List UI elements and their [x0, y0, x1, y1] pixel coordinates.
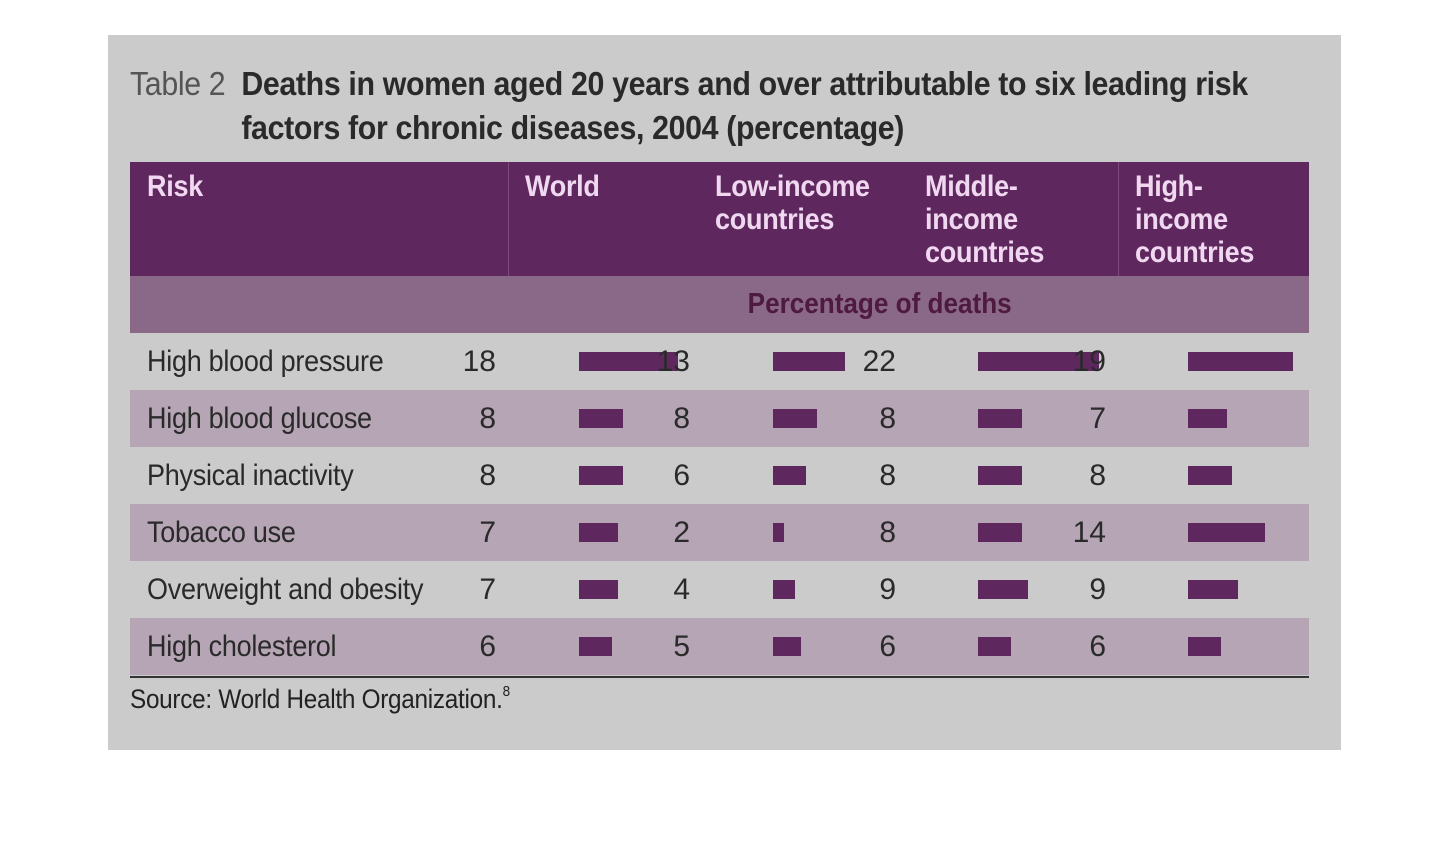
- risk-label: Tobacco use: [147, 516, 296, 549]
- bar-middle-income: [978, 352, 1099, 371]
- column-divider: [1118, 162, 1119, 276]
- bar-high-income: [1188, 637, 1221, 656]
- value-label-middle-income: 22: [862, 345, 896, 378]
- bar-world: [579, 352, 678, 371]
- bar-middle-income: [978, 580, 1028, 599]
- bar-world: [579, 409, 623, 428]
- risk-label: High blood glucose: [147, 402, 372, 435]
- bar-low-income: [773, 580, 795, 599]
- bar-high-income: [1188, 580, 1238, 599]
- source-text: Source: World Health Organization.: [130, 684, 503, 714]
- bar-high-income: [1188, 409, 1227, 428]
- bar-low-income: [773, 352, 845, 371]
- risk-label: Overweight and obesity: [147, 573, 424, 606]
- bar-high-income: [1188, 466, 1232, 485]
- bar-middle-income: [978, 523, 1022, 542]
- bar-world: [579, 637, 612, 656]
- bar-low-income: [773, 409, 817, 428]
- column-header-low-income: Low-income countries: [715, 170, 870, 236]
- column-header-risk: Risk: [147, 170, 203, 203]
- risk-label: Physical inactivity: [147, 459, 354, 492]
- value-label-world: 7: [479, 516, 496, 549]
- bar-low-income: [773, 466, 806, 485]
- bar-world: [579, 580, 618, 599]
- value-label-low-income: 8: [673, 402, 690, 435]
- column-header-middle-income: Middle-income countries: [925, 170, 1045, 269]
- column-header-world: World: [525, 170, 600, 203]
- table-row: Physical inactivity 8 6 8 8: [130, 447, 1309, 504]
- value-label-high-income: 19: [1072, 345, 1106, 378]
- value-label-middle-income: 8: [879, 402, 896, 435]
- value-label-low-income: 4: [673, 573, 690, 606]
- value-label-low-income: 5: [673, 630, 690, 663]
- table-row: High cholesterol 6 5 6 6: [130, 618, 1309, 675]
- bottom-rule: [130, 676, 1309, 678]
- bar-middle-income: [978, 409, 1022, 428]
- value-label-low-income: 2: [673, 516, 690, 549]
- table-row: High blood glucose 8 8 8 7: [130, 390, 1309, 447]
- value-label-world: 6: [479, 630, 496, 663]
- value-label-world: 7: [479, 573, 496, 606]
- value-label-middle-income: 6: [879, 630, 896, 663]
- subheader-percentage: Percentage of deaths: [130, 276, 1309, 333]
- bar-middle-income: [978, 637, 1011, 656]
- table-row: Overweight and obesity 7 4 9 9: [130, 561, 1309, 618]
- bar-high-income: [1188, 523, 1265, 542]
- table-row: Tobacco use 7 2 8 14: [130, 504, 1309, 561]
- bar-high-income: [1188, 352, 1293, 371]
- risk-label: High cholesterol: [147, 630, 337, 663]
- value-label-middle-income: 9: [879, 573, 896, 606]
- column-header-high-income: High-income countries: [1135, 170, 1255, 269]
- subheader-label: Percentage of deaths: [747, 288, 1012, 320]
- bar-low-income: [773, 523, 784, 542]
- table-label: Table 2: [130, 65, 226, 102]
- source-reference: 8: [502, 683, 511, 700]
- column-divider: [508, 162, 509, 276]
- value-label-low-income: 6: [673, 459, 690, 492]
- value-label-high-income: 7: [1089, 402, 1106, 435]
- source-note: Source: World Health Organization.8: [130, 683, 510, 715]
- bar-world: [579, 466, 623, 485]
- value-label-low-income: 13: [656, 345, 690, 378]
- value-label-world: 18: [462, 345, 496, 378]
- value-label-world: 8: [479, 402, 496, 435]
- table-row: High blood pressure 18 13 22 19: [130, 333, 1309, 390]
- value-label-high-income: 14: [1072, 516, 1106, 549]
- bar-middle-income: [978, 466, 1022, 485]
- value-label-middle-income: 8: [879, 459, 896, 492]
- table-title-text: Deaths in women aged 20 years and over a…: [241, 65, 1248, 146]
- value-label-high-income: 9: [1089, 573, 1106, 606]
- value-label-middle-income: 8: [879, 516, 896, 549]
- table-header: Risk World Low-income countries Middle-i…: [130, 162, 1309, 276]
- bar-world: [579, 523, 618, 542]
- value-label-high-income: 6: [1089, 630, 1106, 663]
- value-label-high-income: 8: [1089, 459, 1106, 492]
- value-label-world: 8: [479, 459, 496, 492]
- risk-label: High blood pressure: [147, 345, 384, 378]
- bar-low-income: [773, 637, 801, 656]
